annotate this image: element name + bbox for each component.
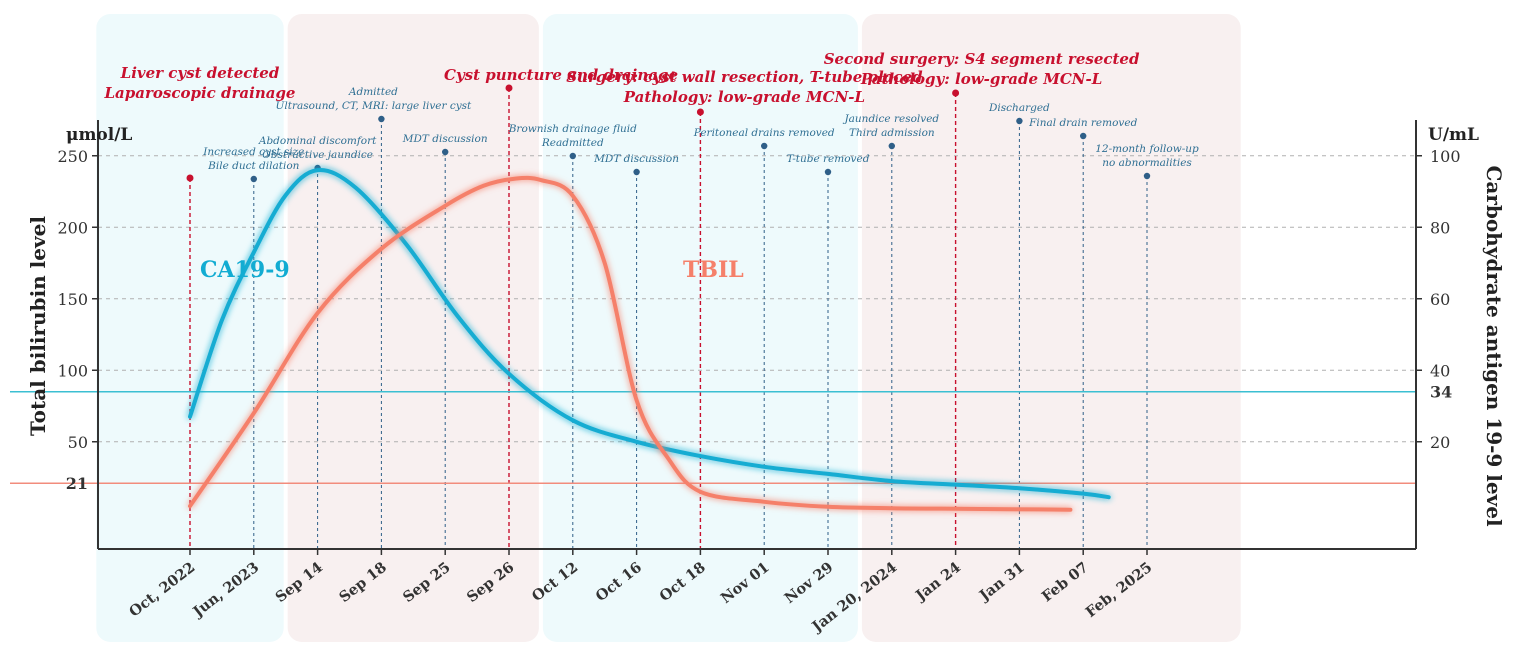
event-label: 12-month follow-up — [1095, 143, 1199, 155]
tbil-series-label: TBIL — [683, 257, 744, 283]
ca199-series-label: CA19-9 — [200, 257, 290, 283]
right-axis-title: Carbohydrate antigen 19-9 level — [1482, 165, 1506, 527]
event-label: Final drain removed — [1028, 117, 1137, 129]
right-tick-label: 20 — [1430, 433, 1450, 452]
event-label: Liver cyst detected — [120, 64, 280, 82]
event-dot — [952, 89, 960, 97]
tbil-reference-label: 21 — [66, 474, 88, 493]
event-label: Pathology: low-grade MCN-L — [860, 70, 1102, 88]
event-dot — [888, 142, 895, 150]
event-dot — [633, 168, 640, 176]
event-dot — [505, 84, 513, 92]
series-lines — [188, 168, 1111, 512]
event-dot — [569, 152, 576, 160]
left-axis-unit: μmol/L — [66, 125, 132, 145]
right-tick-label: 100 — [1430, 147, 1461, 166]
event-dot — [1080, 132, 1087, 140]
event-label: Third admission — [849, 127, 935, 139]
phase-band — [861, 14, 1241, 642]
event-dot — [186, 174, 194, 182]
right-tick-label: 80 — [1430, 218, 1450, 237]
event-label: Laparoscopic drainage — [104, 84, 296, 102]
left-tick-label: 50 — [68, 433, 88, 452]
event-label: Ultrasound, CT, MRI: large liver cyst — [276, 100, 473, 112]
event-label: Admitted — [348, 86, 398, 98]
tbil-line — [188, 175, 1073, 512]
event-label: Readmitted — [541, 137, 604, 149]
right-axis-unit: U/mL — [1428, 125, 1479, 145]
event-label: Discharged — [988, 102, 1050, 114]
left-tick-label: 150 — [57, 290, 88, 309]
event-dot — [1143, 172, 1151, 180]
event-dot — [696, 108, 704, 116]
event-dot — [1016, 117, 1023, 125]
event-label: Peritoneal drains removed — [693, 127, 835, 139]
reference-lines: 21 34 — [10, 383, 1452, 493]
event-label: Pathology: low-grade MCN-L — [623, 88, 865, 106]
event-label: Abdominal discomfort — [258, 135, 377, 147]
event-label: Brownish drainage fluid — [508, 123, 637, 135]
axis-labels: μmol/L U/mL Total bilirubin level Carboh… — [26, 125, 1506, 527]
left-tick-label: 100 — [57, 361, 88, 380]
event-label: Second surgery: S4 segment resected — [824, 50, 1140, 68]
event-label: Obstructive jaundice — [262, 149, 373, 161]
phase-backgrounds — [96, 14, 1241, 642]
event-label: Cyst puncture and drainage — [444, 66, 678, 84]
phase-band — [542, 14, 858, 642]
left-tick-label: 250 — [57, 147, 88, 166]
right-tick-label: 60 — [1430, 290, 1450, 309]
left-axis-title: Total bilirubin level — [26, 216, 50, 436]
ca199-line — [188, 168, 1111, 500]
event-label: Increased cyst size — [202, 146, 304, 158]
event-label: Surgery: cyst wall resection, T-tube pla… — [566, 68, 923, 86]
event-dot — [378, 115, 385, 123]
left-tick-label: 200 — [57, 218, 88, 237]
right-tick-label: 40 — [1430, 361, 1450, 380]
event-dot — [442, 148, 449, 156]
ca199-reference-label: 34 — [1430, 383, 1452, 402]
gridlines — [98, 155, 1416, 443]
event-label: Bile duct dilation — [207, 160, 300, 172]
event-label: T-tube removed — [787, 153, 870, 165]
event-dot — [761, 142, 768, 150]
event-dot — [824, 168, 832, 176]
phase-band — [287, 14, 539, 642]
event-markers: Liver cyst detected Laparoscopic drainage… — [104, 50, 1199, 549]
event-label: Jaundice resolved — [842, 113, 939, 125]
event-label: MDT discussion — [402, 133, 488, 145]
event-dot — [250, 175, 257, 183]
event-label: MDT discussion — [593, 153, 679, 165]
event-label: no abnormalities — [1102, 157, 1192, 169]
